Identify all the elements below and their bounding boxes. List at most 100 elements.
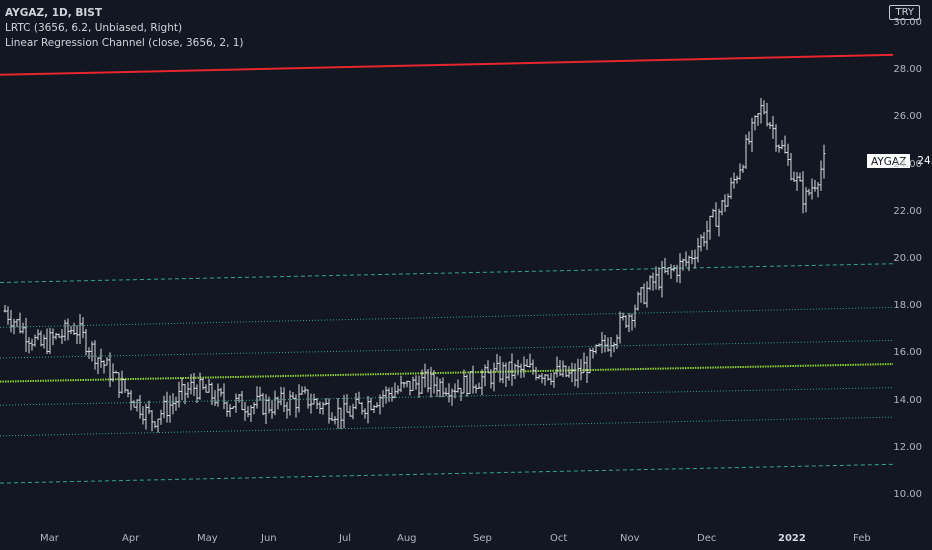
candle-bar	[288, 390, 292, 416]
candle-bar	[39, 330, 43, 347]
candle-bar	[810, 178, 814, 200]
candle-bar	[627, 313, 631, 333]
channel-line-dotted-5	[0, 387, 894, 406]
candle-bar	[318, 401, 322, 415]
candle-bar	[693, 249, 697, 269]
candle-bar	[417, 375, 421, 398]
candle-bar	[546, 374, 550, 381]
candle-bar	[474, 384, 478, 394]
candle-bar	[699, 234, 703, 252]
candle-bar	[516, 359, 520, 376]
candle-bar	[723, 194, 727, 212]
channel-line-upper-0	[0, 53, 894, 76]
x-tick-label: Dec	[697, 533, 717, 544]
candle-bar	[330, 412, 334, 421]
candle-bar	[765, 102, 769, 127]
candle-bar	[57, 333, 61, 338]
y-tick-label: 20.00	[893, 253, 922, 264]
candle-bar	[729, 177, 733, 200]
candle-bar	[246, 406, 250, 418]
candle-bar	[144, 403, 148, 430]
channel-line-dashed-7	[0, 463, 894, 484]
candle-bar	[198, 372, 202, 400]
candle-bar	[69, 325, 73, 335]
candle-bar	[522, 356, 526, 378]
candle-bar	[714, 202, 718, 227]
currency-badge[interactable]: TRY	[889, 5, 920, 20]
candle-bar	[393, 382, 397, 399]
candle-bar	[51, 328, 55, 346]
candle-bar	[573, 363, 577, 387]
candle-bar	[324, 398, 328, 406]
candle-bar	[348, 405, 352, 417]
candle-bar	[588, 347, 592, 374]
candle-bar	[129, 390, 133, 411]
candle-bar	[720, 199, 724, 216]
candle-bar	[564, 365, 568, 378]
candle-bar	[537, 374, 541, 380]
candle-bar	[483, 364, 487, 387]
candle-bar	[132, 400, 136, 408]
candle-bar	[81, 317, 85, 339]
x-tick-label: May	[197, 533, 218, 544]
candle-bar	[156, 418, 160, 433]
candle-bar	[702, 232, 706, 247]
candle-bar	[798, 172, 802, 182]
channel-line-dotted-2	[0, 306, 894, 328]
candle-bar	[666, 267, 670, 275]
indicator-lrtc-label[interactable]: LRTC (3656, 6.2, Unbiased, Right)	[5, 22, 183, 34]
candle-bar	[633, 304, 637, 328]
candle-bar	[717, 208, 721, 237]
candle-bar	[387, 387, 391, 402]
candle-bar	[18, 312, 22, 334]
candle-bar	[102, 360, 106, 374]
candle-bar	[168, 395, 172, 423]
candle-bar	[408, 380, 412, 396]
candle-bar	[411, 376, 415, 391]
candle-bar	[264, 394, 268, 424]
candle-bar	[303, 386, 307, 394]
candle-bar	[396, 385, 400, 395]
candle-bar	[606, 337, 610, 352]
candle-bar	[360, 402, 364, 415]
candle-bar	[477, 382, 481, 389]
y-tick-label: 14.00	[893, 394, 922, 406]
candle-bar	[681, 258, 685, 271]
candle-bar	[366, 396, 370, 424]
candle-bar	[252, 402, 256, 415]
candle-bar	[195, 384, 199, 404]
candle-bar	[480, 369, 484, 396]
x-tick-label: Jun	[261, 533, 277, 544]
candle-bar	[33, 334, 37, 347]
candle-bar	[519, 363, 523, 379]
candle-bar	[291, 392, 295, 400]
symbol-title[interactable]: AYGAZ, 1D, BIST	[5, 7, 103, 19]
candle-bar	[183, 383, 187, 405]
candle-bar	[126, 389, 130, 398]
candle-bar	[576, 358, 580, 388]
candle-bar	[744, 134, 748, 169]
candle-bar	[96, 357, 100, 374]
candle-bar	[429, 366, 433, 398]
candle-bar	[141, 406, 145, 425]
x-tick-label: Jul	[339, 533, 352, 544]
candle-bar	[822, 144, 826, 179]
candle-bar	[435, 376, 439, 397]
candle-bar	[621, 312, 625, 321]
candle-bar	[123, 378, 127, 393]
candle-bar	[267, 396, 271, 414]
candle-bar	[402, 381, 406, 388]
indicator-lrc-label[interactable]: Linear Regression Channel (close, 3656, …	[5, 37, 244, 49]
candle-bar	[678, 253, 682, 284]
candle-bar	[507, 361, 511, 381]
candle-bar	[555, 356, 559, 378]
channel-line-center-4	[0, 363, 894, 383]
candle-bar	[111, 363, 115, 382]
x-tick-label: Aug	[397, 533, 417, 544]
candle-bar	[687, 255, 691, 272]
candle-bar	[504, 362, 508, 387]
candle-bar	[201, 377, 205, 390]
candle-bar	[354, 392, 358, 410]
candle-bar	[645, 281, 649, 308]
